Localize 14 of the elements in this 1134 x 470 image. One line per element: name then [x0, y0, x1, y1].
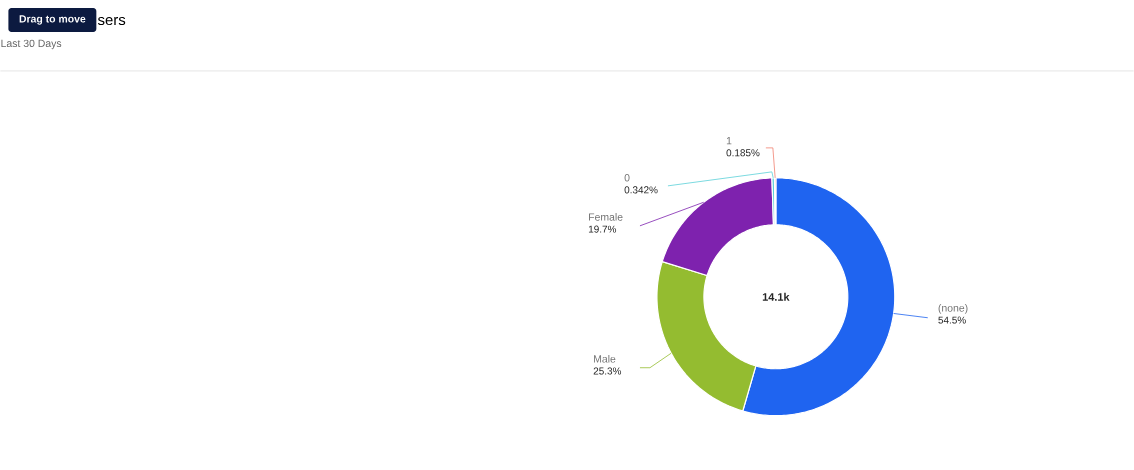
data-label: 19.7%	[588, 225, 617, 233]
data-label: 54.5%	[938, 316, 966, 324]
data-label: 0.185%	[726, 149, 760, 157]
data-label: 25.3%	[593, 367, 622, 375]
slice-label: 0	[624, 174, 630, 182]
slice-label: 1	[726, 137, 732, 145]
text: 14.1k	[762, 292, 790, 301]
data-label: 0.342%	[624, 186, 658, 194]
slice-label: Female	[589, 213, 623, 221]
text: Drag to move	[19, 15, 86, 25]
slice-label: (none)	[938, 304, 968, 314]
text: sers	[97, 17, 126, 26]
text: Last 30 Days	[1, 39, 62, 50]
legend-label: Male	[594, 355, 616, 363]
